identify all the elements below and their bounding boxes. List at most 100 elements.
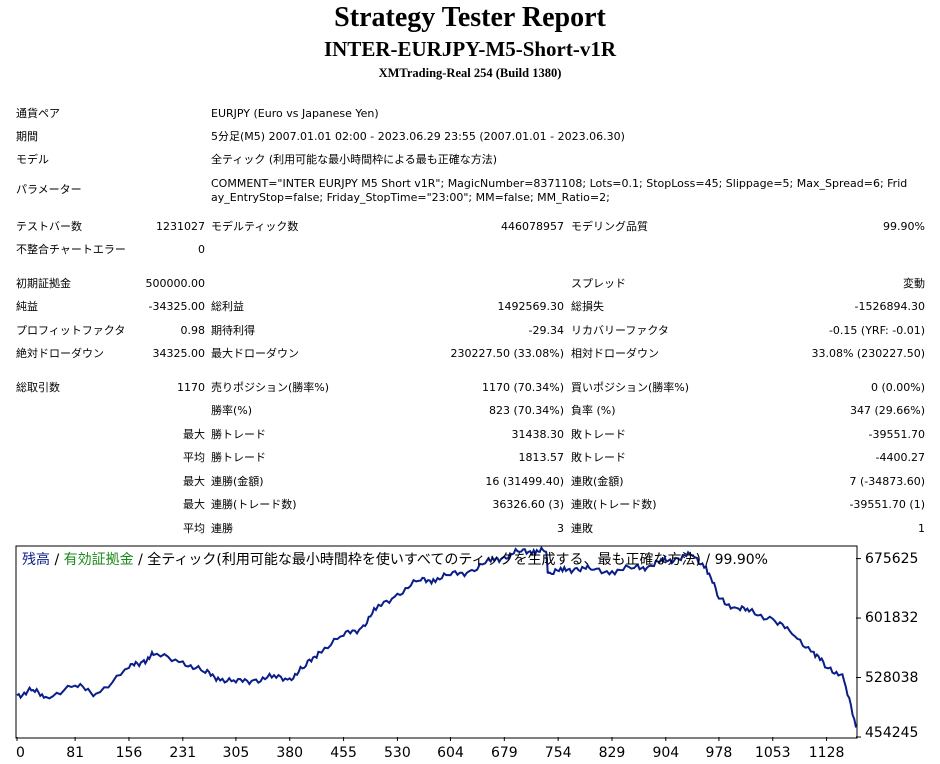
gross-profit-value: 1492569.30 — [497, 300, 564, 313]
cons-loss-value: -39551.70 (1) — [849, 498, 925, 511]
avg-cons-losses-label: 連敗 — [571, 522, 593, 535]
avg-win-label: 勝トレード — [211, 451, 266, 464]
net-value: -34325.00 — [148, 300, 205, 313]
x-tick-label: 904 — [652, 745, 680, 761]
legend-equity: 有効証拠金 — [63, 552, 134, 568]
largest-win-value: 31438.30 — [511, 428, 565, 441]
trades-value: 1170 — [177, 381, 205, 394]
largest-loss-value: -39551.70 — [868, 428, 925, 441]
winrate-label: 勝率(%) — [211, 404, 253, 417]
gross-profit-label: 総利益 — [211, 300, 244, 313]
legend-sep-1: / — [50, 552, 64, 568]
errors-label: 不整合チャートエラー — [16, 243, 126, 256]
spread-label: スプレッド — [571, 277, 626, 290]
y-tick-label: 675625 — [865, 550, 919, 567]
bars-value: 1231027 — [156, 220, 205, 233]
cons-losses-value: 7 (-34873.60) — [849, 475, 925, 488]
chart-tick-marks — [16, 558, 861, 741]
cons-wins-label: 連勝(金額) — [211, 475, 264, 488]
x-tick-label: 455 — [330, 745, 357, 761]
net-label: 純益 — [16, 300, 38, 313]
avg-cons-wins-label: 連勝 — [211, 522, 233, 535]
x-tick-label: 530 — [384, 745, 411, 761]
model-label: モデル — [16, 153, 49, 166]
params-label: パラメーター — [16, 183, 82, 196]
average-prefix: 平均 — [183, 451, 205, 464]
y-tick-label: 528038 — [865, 669, 919, 686]
avg-loss-label: 敗トレード — [571, 451, 626, 464]
abs-dd-label: 絶対ドローダウン — [16, 347, 104, 360]
recovery-value: -0.15 (YRF: -0.01) — [828, 324, 925, 337]
max-dd-value: 230227.50 (33.08%) — [450, 347, 564, 360]
cons-losses-label: 連敗(金額) — [571, 475, 624, 488]
max-dd-label: 最大ドローダウン — [211, 347, 299, 360]
period-value: 5分足(M5) 2007.01.01 02:00 - 2023.06.29 23… — [211, 130, 625, 143]
gross-loss-value: -1526894.30 — [854, 300, 925, 313]
long-label: 買いポジション(勝率%) — [571, 381, 690, 394]
y-tick-label: 454245 — [865, 725, 919, 741]
x-tick-label: 305 — [222, 745, 250, 761]
avg-cons-losses-value: 1 — [918, 522, 925, 535]
report-title: Strategy Tester Report — [334, 2, 606, 33]
chart-legend: 残高 / 有効証拠金 / 全ティック(利用可能な最小時間枠を使いすべてのティック… — [22, 552, 768, 568]
symbol-label: 通貨ペア — [16, 107, 60, 120]
cons-profit-label: 連勝(トレード数) — [211, 498, 297, 511]
deposit-value: 500000.00 — [145, 277, 206, 290]
avg-cons-prefix: 平均 — [183, 522, 205, 535]
short-value: 1170 (70.34%) — [481, 381, 564, 394]
long-value: 0 (0.00%) — [870, 381, 925, 394]
avg-win-value: 1813.57 — [518, 451, 565, 464]
model-value: 全ティック (利用可能な最小時間枠による最も正確な方法) — [211, 153, 498, 166]
cons-loss-label: 連敗(トレード数) — [571, 498, 657, 511]
lossrate-value: 347 (29.66%) — [849, 404, 925, 417]
legend-balance: 残高 — [22, 552, 50, 568]
report-subtitle: INTER-EURJPY-M5-Short-v1R — [323, 37, 617, 61]
x-tick-label: 978 — [705, 745, 733, 761]
cons-profit-value: 36326.60 (3) — [492, 498, 564, 511]
lossrate-label: 負率 (%) — [571, 404, 616, 417]
legend-model: 全ティック(利用可能な最小時間枠を使いすべてのティックを生成する、最も正確な方法… — [147, 552, 701, 568]
trades-label: 総取引数 — [16, 381, 60, 394]
pf-value: 0.98 — [180, 324, 206, 337]
period-label: 期間 — [16, 130, 38, 143]
legend-quality: 99.90% — [714, 552, 768, 568]
rel-dd-label: 相対ドローダウン — [571, 347, 659, 360]
recovery-label: リカバリーファクタ — [571, 324, 669, 337]
balance-line — [16, 545, 857, 728]
x-tick-label: 604 — [437, 745, 464, 761]
quality-value: 99.90% — [883, 220, 925, 233]
legend-sep-3: / — [700, 552, 715, 568]
x-tick-label: 754 — [544, 745, 572, 761]
x-tick-label: 156 — [115, 745, 143, 761]
rel-dd-value: 33.08% (230227.50) — [811, 347, 925, 360]
quality-label: モデリング品質 — [571, 220, 648, 233]
x-tick-label: 231 — [169, 745, 197, 761]
x-tick-label: 1053 — [754, 745, 791, 761]
max-cons-count-prefix: 最大 — [183, 498, 205, 511]
bars-label: テストバー数 — [16, 220, 82, 233]
chart-frame — [15, 545, 858, 739]
short-label: 売りポジション(勝率%) — [211, 381, 330, 394]
avg-loss-value: -4400.27 — [875, 451, 925, 464]
x-tick-label: 1128 — [808, 745, 845, 761]
abs-dd-value: 34325.00 — [152, 347, 206, 360]
params-value: COMMENT="INTER EURJPY M5 Short v1R"; Mag… — [211, 177, 908, 204]
symbol-value: EURJPY (Euro vs Japanese Yen) — [211, 107, 379, 120]
errors-value: 0 — [198, 243, 205, 256]
legend-sep-2: / — [133, 552, 148, 568]
x-tick-label: 81 — [66, 745, 85, 761]
report-server: XMTrading-Real 254 (Build 1380) — [378, 66, 562, 80]
largest-loss-label: 敗トレード — [571, 428, 626, 441]
expected-value: -29.34 — [528, 324, 564, 337]
largest-prefix: 最大 — [183, 428, 205, 441]
largest-win-label: 勝トレード — [211, 428, 266, 441]
ticks-label: モデルティック数 — [211, 220, 299, 233]
gross-loss-label: 総損失 — [571, 300, 604, 313]
ticks-value: 446078957 — [501, 220, 564, 233]
winrate-value: 823 (70.34%) — [488, 404, 564, 417]
deposit-label: 初期証拠金 — [16, 277, 71, 290]
avg-cons-wins-value: 3 — [557, 522, 564, 535]
pf-label: プロフィットファクタ — [16, 324, 126, 337]
x-tick-label: 380 — [276, 745, 304, 761]
max-cons-prefix: 最大 — [183, 475, 205, 488]
